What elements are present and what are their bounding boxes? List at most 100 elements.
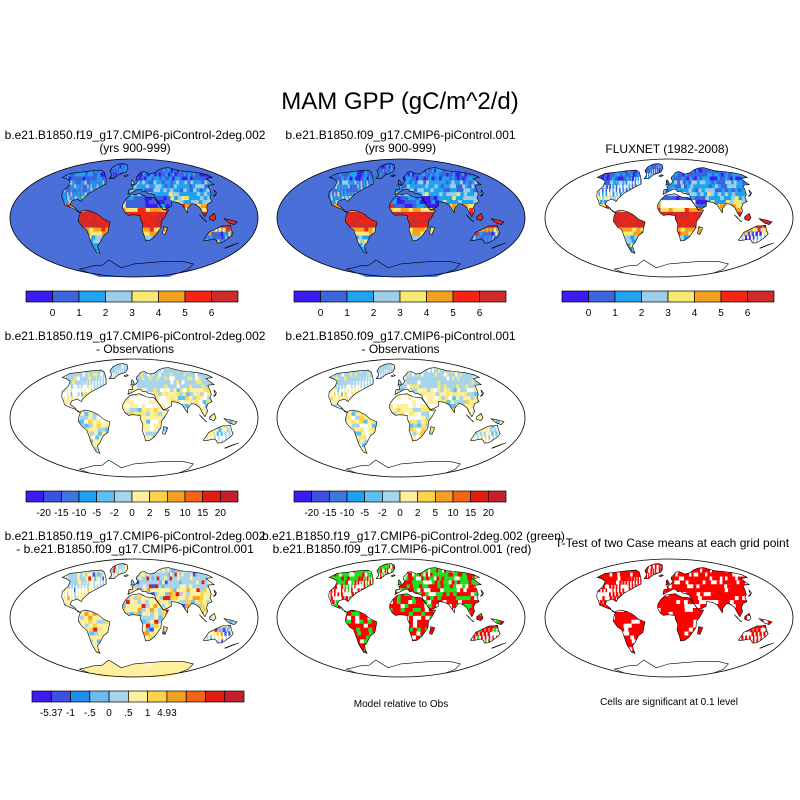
map-panel-relative [276,558,526,678]
colorbar-box [211,290,239,303]
colorbar-tick-label: 6 [477,308,483,319]
map-border [276,358,526,478]
colorbar-tick-label: 2 [103,308,109,319]
colorbar-tick-label: 2 [639,308,645,319]
colorbar-tick-label: 4 [156,308,162,319]
colorbar-box [694,290,722,303]
colorbar-box [346,490,366,503]
colorbar-box [70,690,91,703]
colorbar-box [346,290,374,303]
colorbar-box [131,490,151,503]
colorbar-tick-label: 4 [692,308,698,319]
map-border [9,558,259,678]
colorbar-tick-label: 15 [197,508,209,519]
colorbar-box [293,290,321,303]
colorbar-box [184,290,212,303]
colorbar-tick-label: 1 [612,308,618,319]
panel-title: b.e21.B1850.f19_g17.CMIP6-piControl-2deg… [262,529,565,556]
map-ocean [545,559,793,677]
map-border [544,158,794,278]
colorbar-tick-label: 2 [371,308,377,319]
colorbar-tick-label: -20 [304,508,319,519]
colorbar-box [184,490,204,503]
colorbar-box [641,290,669,303]
colorbar-box [78,490,98,503]
colorbar-tick-label: 3 [397,308,403,319]
colorbar-box [747,290,775,303]
colorbar-box [52,290,80,303]
colorbar-box [373,290,401,303]
colorbar-box [588,290,616,303]
panel-title: FLUXNET (1982-2008) [605,142,729,156]
colorbar-case-diff: -5.37 -1 -.5 0 .5 1 4.93 [31,690,245,719]
colorbar-box [205,690,226,703]
map-border [9,358,259,478]
colorbar-tick-label: 6 [209,308,215,319]
colorbar-box [25,490,45,503]
colorbar-box [720,290,748,303]
map-ocean [277,359,525,477]
colorbar-tick-label: -10 [72,508,87,519]
colorbar-box [614,290,642,303]
map-panel-model-1deg [276,158,526,278]
panel-title: b.e21.B1850.f19_g17.CMIP6-piControl-2deg… [4,529,266,556]
colorbar-box [78,290,106,303]
colorbar-box [667,290,695,303]
map-ocean [10,559,258,677]
colorbar-tick-label: .5 [124,708,133,719]
colorbar-tick-label: 10 [179,508,191,519]
colorbar-tick-label: 15 [465,508,477,519]
colorbar-box [479,290,507,303]
colorbar-tick-label: -10 [340,508,355,519]
panel-title: T-Test of two Case means at each grid po… [554,536,790,550]
colorbar-tick-label: 3 [665,308,671,319]
colorbar-tick-label: 20 [215,508,227,519]
map-border [276,158,526,278]
map-panel-case-diff [9,558,259,678]
colorbar-box [131,290,159,303]
colorbar-box [452,490,472,503]
colorbar-box [561,290,589,303]
colorbar-box [105,290,133,303]
colorbar-tick-label: -1 [66,708,75,719]
colorbar-box [219,490,239,503]
map-border [544,558,794,678]
map-panel-diff-2deg [9,358,259,478]
colorbar-tick-label: 0 [318,308,324,319]
colorbar-box [96,490,115,503]
note-ttest: Cells are significant at 0.1 level [600,697,738,708]
colorbar-box [417,490,436,503]
map-ocean [10,359,258,477]
panel-title: b.e21.B1850.f09_g17.CMIP6-piControl.001(… [285,128,516,155]
colorbar-tick-label: 0 [106,708,112,719]
colorbar-box [328,490,348,503]
main-title: MAM GPP (gC/m^2/d) [281,88,519,115]
colorbar-tick-label: 10 [447,508,459,519]
colorbar-box [434,490,454,503]
colorbar-box [147,690,168,703]
colorbar-tick-label: -20 [36,508,51,519]
colorbar-tick-label: 0 [586,308,592,319]
colorbar-box [399,290,427,303]
colorbar-tick-label: 1 [344,308,350,319]
colorbar-tick-label: 6 [745,308,751,319]
colorbar-tick-label: -2 [110,508,119,519]
map-coastlines [61,163,240,277]
colorbar-tick-label: -2 [378,508,387,519]
colorbar-box [202,490,221,503]
colorbar-box [470,490,489,503]
colorbar-tick-label: 5 [165,508,171,519]
colorbar-tick-label: 2 [147,508,153,519]
map-panel-model-2deg [9,158,259,278]
colorbar-tick-label: -15 [54,508,69,519]
colorbar-tick-label: -5.37 [40,708,63,719]
colorbar-tick-label: 0 [129,508,135,519]
colorbar-tick-label: 5 [433,508,439,519]
colorbar-box [31,690,52,703]
map-coastlines [61,363,240,477]
map-panel-fluxnet [544,158,794,278]
colorbar-gpp-3: 0 1 2 3 4 5 6 [561,290,775,319]
colorbar-tick-label: 0 [50,308,56,319]
colorbar-box [185,690,206,703]
map-ocean [545,159,793,277]
